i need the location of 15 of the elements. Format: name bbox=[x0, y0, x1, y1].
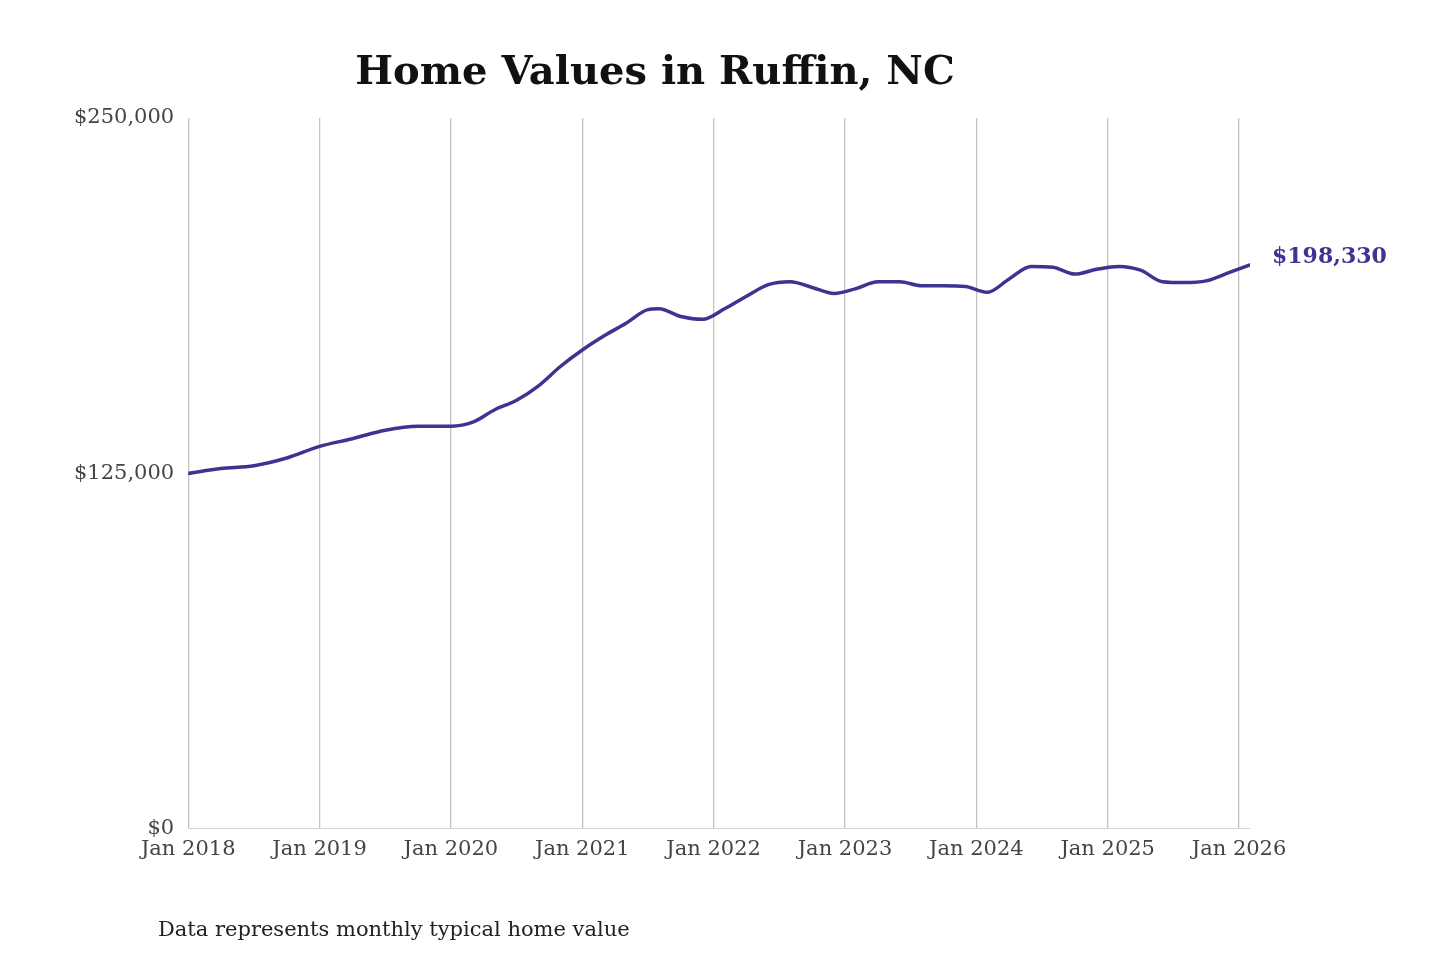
y-tick-label: $0 bbox=[147, 815, 175, 840]
chart-title: Home Values in Ruffin, NC bbox=[355, 46, 955, 94]
y-tick-label: $125,000 bbox=[74, 459, 175, 484]
x-tick-label: Jan 2025 bbox=[1058, 835, 1155, 860]
y-tick-label: $250,000 bbox=[74, 104, 175, 129]
x-tick-label: Jan 2020 bbox=[401, 835, 499, 860]
text: Data represents monthly typical home value bbox=[158, 917, 630, 942]
x-tick-label: Jan 2021 bbox=[532, 835, 630, 860]
annotation: $198,330 bbox=[1272, 241, 1387, 268]
x-tick-label: Jan 2024 bbox=[927, 835, 1024, 860]
x-tick-label: Jan 2019 bbox=[270, 835, 367, 860]
x-tick-label: Jan 2026 bbox=[1189, 835, 1287, 860]
x-tick-label: Jan 2022 bbox=[664, 835, 761, 860]
x-tick-label: Jan 2023 bbox=[795, 835, 893, 860]
line-series bbox=[188, 263, 1250, 476]
